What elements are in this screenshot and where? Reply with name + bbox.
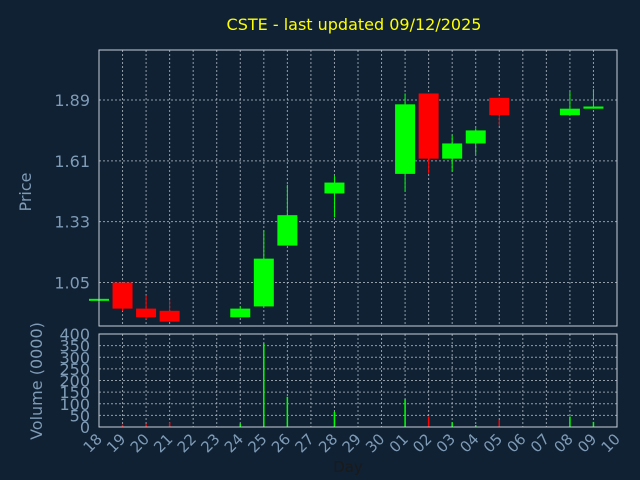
price-grid: [99, 50, 617, 326]
x-tick-label: 22: [174, 430, 200, 456]
x-tick-label: 02: [409, 430, 435, 456]
volume-tick-label: 100: [59, 395, 90, 414]
x-tick-label: 20: [127, 430, 153, 456]
volume-tick-label: 350: [59, 337, 90, 356]
candle-body: [559, 108, 580, 116]
x-tick-label: 19: [103, 430, 129, 456]
x-tick-label: 21: [150, 430, 176, 456]
x-tick-label: 10: [598, 430, 624, 456]
volume-bar: [145, 424, 147, 427]
price-panel: 1.05 1.33 1.61 1.89: [54, 49, 618, 327]
candle-body: [136, 308, 157, 318]
volume-bar: [427, 416, 430, 427]
volume-axis-label: Volume (0000): [27, 322, 46, 440]
price-frame: [98, 49, 618, 327]
price-tick-label: 1.89: [54, 91, 90, 110]
x-tick-label: 04: [456, 430, 482, 456]
candle-body: [489, 97, 510, 116]
volume-bar: [569, 416, 571, 427]
x-tick-label: 09: [574, 430, 600, 456]
x-tick-label: 25: [244, 430, 270, 456]
x-tick-label: 06: [503, 430, 529, 456]
volume-bar: [451, 422, 453, 427]
volume-bar: [239, 423, 242, 427]
x-tick-label: 05: [480, 430, 506, 456]
volume-bar: [474, 425, 477, 427]
volume-bar: [121, 424, 124, 427]
x-axis-ticks: 1819202122232425262728293001020304050607…: [80, 430, 624, 456]
candle-body: [253, 258, 274, 307]
volume-bar: [168, 422, 171, 427]
x-tick-label: 23: [197, 430, 223, 456]
price-tick-label: 1.05: [54, 274, 90, 293]
x-tick-label: 26: [268, 430, 294, 456]
volume-tick-label: 250: [59, 360, 90, 379]
x-tick-label: 29: [339, 430, 365, 456]
chart-title: CSTE - last updated 09/12/2025: [227, 15, 482, 34]
x-tick-label: 27: [292, 430, 318, 456]
candle-body: [159, 310, 180, 322]
volume-bar: [333, 411, 336, 427]
price-tick-label: 1.33: [54, 213, 90, 232]
volume-bar: [498, 420, 501, 427]
x-tick-label: 01: [386, 430, 412, 456]
volume-bar: [592, 421, 595, 427]
price-tick-label: 1.61: [54, 152, 90, 171]
volume-bar: [263, 343, 265, 427]
volume-tick-label: 0: [80, 418, 90, 437]
volume-bar: [404, 399, 406, 427]
x-tick-label: 28: [315, 430, 341, 456]
x-tick-label: 08: [551, 430, 577, 456]
candle-body: [442, 143, 463, 159]
candle-body: [395, 104, 416, 174]
candle-body: [230, 308, 251, 318]
volume-tick-label: 200: [59, 372, 90, 391]
volume-grid: [99, 333, 617, 428]
volume-tick-label: 400: [59, 325, 90, 344]
x-tick-label: 24: [221, 430, 247, 456]
candle-body: [324, 182, 345, 194]
candle-body: [465, 130, 486, 144]
x-tick-label: 07: [527, 430, 553, 456]
candle-body: [277, 215, 298, 246]
x-tick-label: 03: [433, 430, 459, 456]
candle-body: [583, 106, 604, 109]
price-y-ticks: 1.05 1.33 1.61 1.89: [54, 91, 90, 293]
volume-tick-label: 50: [70, 406, 90, 425]
volume-tick-label: 300: [59, 348, 90, 367]
volume-bar: [286, 396, 289, 427]
price-axis-label: Price: [16, 172, 35, 211]
candle-body: [418, 93, 439, 159]
candle-body: [112, 282, 133, 309]
volume-bars: [121, 343, 595, 427]
price-candles: [89, 89, 604, 322]
x-axis-label: Day: [333, 458, 363, 476]
volume-tick-label: 150: [59, 383, 90, 402]
x-tick-label: 30: [362, 430, 388, 456]
volume-frame: [98, 333, 618, 428]
